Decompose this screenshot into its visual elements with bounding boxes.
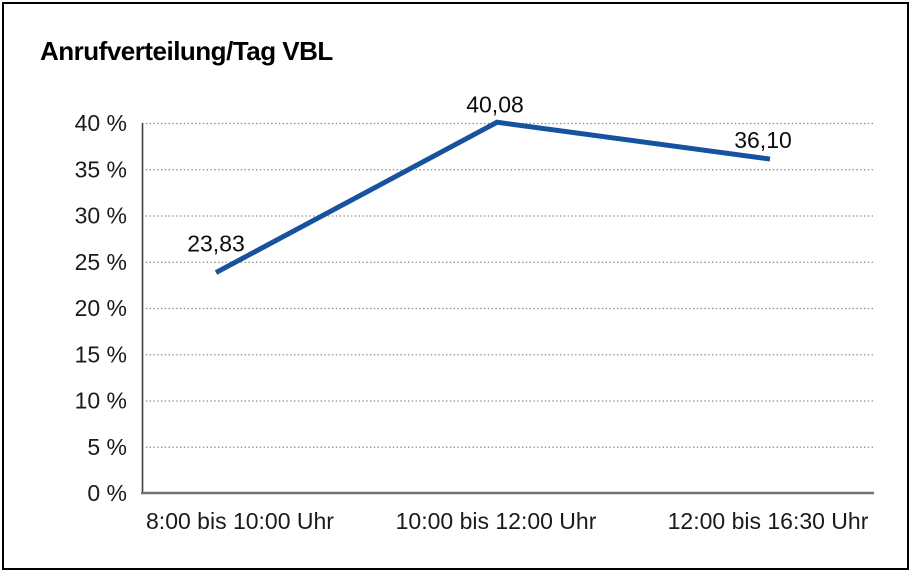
y-tick-label: 25 % (75, 249, 127, 275)
value-label: 36,10 (734, 127, 792, 153)
chart-frame: Anrufverteilung/Tag VBL (2, 2, 909, 570)
chart-title: Anrufverteilung/Tag VBL (40, 36, 333, 66)
y-tick-label: 35 % (75, 156, 127, 182)
y-tick-label: 30 % (75, 203, 127, 229)
x-tick-label: 12:00 bis 16:30 Uhr (668, 508, 869, 534)
y-tick-label: 20 % (75, 295, 127, 321)
x-tick-label: 10:00 bis 12:00 Uhr (396, 508, 597, 534)
y-tick-label: 5 % (87, 434, 127, 460)
data-line (214, 119, 771, 275)
y-tick-label: 40 % (75, 110, 127, 136)
y-tick-label: 15 % (75, 341, 127, 367)
value-label: 40,08 (466, 91, 524, 117)
y-tick-label: 10 % (75, 388, 127, 414)
x-tick-label: 8:00 bis 10:00 Uhr (146, 508, 334, 534)
y-tick-label: 0 % (87, 480, 127, 506)
value-label: 23,83 (187, 231, 245, 257)
